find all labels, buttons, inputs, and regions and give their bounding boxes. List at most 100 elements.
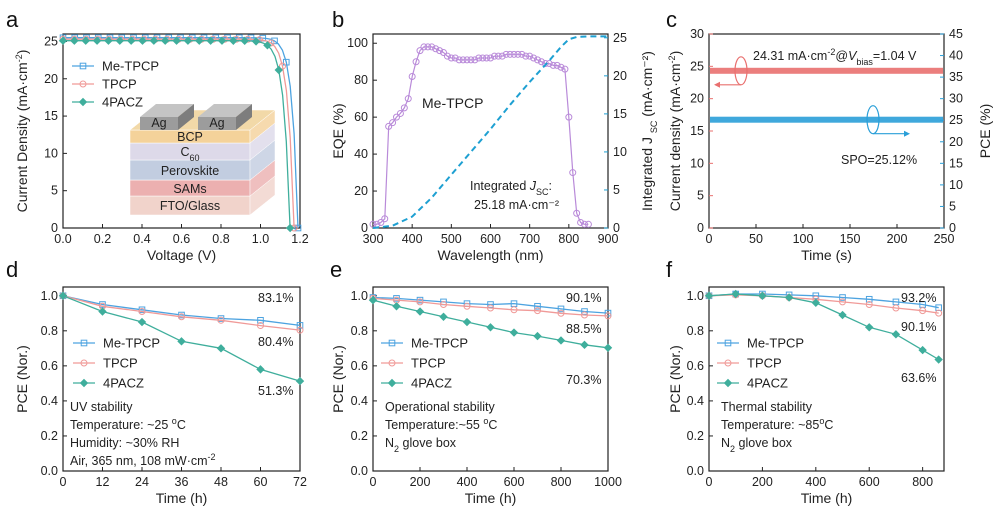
y-tick-label: 0.6 <box>351 359 368 373</box>
jv-series-0-point <box>282 58 290 66</box>
eqe-series-point <box>424 43 432 51</box>
y2-tick-label: 40 <box>949 49 963 63</box>
retention-label: 88.5% <box>566 322 601 336</box>
stability-series-2-point <box>603 343 613 353</box>
stability-series-2-point <box>177 337 186 346</box>
jv-series-2-point <box>263 41 272 50</box>
test-condition-note: Air, 365 nm, 108 mW·cm-2 <box>70 452 216 468</box>
x-tick-label: 150 <box>840 232 861 246</box>
x-tick-label: 800 <box>558 232 579 246</box>
stability-series-2-point <box>580 340 589 350</box>
test-condition-note: Humidity: ~30% RH <box>70 436 179 450</box>
y-tick-label: 20 <box>44 72 58 86</box>
legend-marker <box>80 359 88 367</box>
y-tick-label: 0.4 <box>41 394 58 408</box>
stability-series-2-point <box>556 336 566 345</box>
y-tick-label: 1.0 <box>687 289 704 303</box>
ag-electrode-top <box>198 104 252 117</box>
stability-series-2-point <box>918 345 927 355</box>
stability-series-0-point <box>557 305 565 313</box>
y-tick-label: 30 <box>690 27 704 41</box>
eqe-series-point <box>498 52 506 60</box>
jv-series-2-point <box>217 36 227 45</box>
eqe-series-point <box>459 56 467 64</box>
layer-label-fto: FTO/Glass <box>160 199 220 213</box>
stability-series-1-point <box>935 309 943 317</box>
stability-series-0-point <box>839 294 846 301</box>
eqe-series-point <box>537 58 545 66</box>
jsc-series-line <box>372 35 608 229</box>
eqe-series-point <box>404 95 412 103</box>
x-tick-label: 200 <box>887 232 908 246</box>
jv-series-2-point <box>126 36 136 45</box>
stability-series-0-point <box>812 292 820 300</box>
y-tick-label: 60 <box>354 110 368 124</box>
y-tick-label: 0 <box>361 221 368 235</box>
stability-series-2-point <box>533 331 542 341</box>
y-tick-label: 0.2 <box>351 429 368 443</box>
y-axis-label: PCE (Nor.) <box>330 345 346 413</box>
x-tick-label: 12 <box>96 475 110 489</box>
y2-tick-label: 0 <box>949 221 956 235</box>
retention-label: 90.1% <box>566 291 601 305</box>
test-condition-note: N2 glove box <box>721 436 793 454</box>
stability-series-0-point <box>487 301 494 308</box>
y-tick-label: 15 <box>44 109 58 123</box>
stability-series-2-point <box>784 293 794 302</box>
retention-label: 83.1% <box>258 291 293 305</box>
ag-electrode <box>140 117 178 130</box>
stability-series-0-line <box>708 293 939 309</box>
stability-series-2-point <box>256 365 265 374</box>
eqe-series-point <box>455 56 463 64</box>
jv-series-2-point <box>70 36 79 45</box>
stability-series-2-point <box>137 317 147 327</box>
retention-label: 51.3% <box>258 384 293 398</box>
stability-series-1-point <box>534 307 541 315</box>
y2-tick-label: 5 <box>613 183 620 197</box>
y2-tick-label: 35 <box>949 70 963 84</box>
y-tick-label: 40 <box>354 147 368 161</box>
spo-value-annotation: SPO=25.12% <box>841 153 917 167</box>
y-tick-label: 100 <box>347 36 368 50</box>
stability-series-0-point <box>534 302 541 310</box>
stability-series-2-point <box>838 310 847 320</box>
legend-label: TPCP <box>747 356 782 371</box>
x-tick-label: 400 <box>805 475 826 489</box>
x-tick-label: 48 <box>214 475 228 489</box>
y-tick-label: 5 <box>51 184 58 198</box>
eqe-series-point <box>479 54 487 62</box>
legend-label: Me-TPCP <box>102 59 159 74</box>
jv-series-2-point <box>285 223 295 233</box>
eqe-series-point <box>561 65 569 73</box>
eqe-series-point <box>581 220 588 228</box>
y-tick-label: 0.0 <box>351 464 368 478</box>
x-tick-label: 0.2 <box>94 232 111 246</box>
jv-series-2-point <box>138 36 147 45</box>
ag-electrode-side <box>236 104 252 130</box>
stability-series-2-point <box>392 302 401 311</box>
jv-series-2-point <box>160 36 170 45</box>
eqe-series-point <box>510 50 518 58</box>
stability-series-2-point <box>98 307 107 316</box>
y-tick-label: 0.6 <box>687 359 704 373</box>
eqe-series-point <box>400 104 408 112</box>
x-tick-label: 72 <box>293 475 307 489</box>
stability-series-2-point <box>731 289 740 299</box>
stability-series-1-point <box>178 313 185 321</box>
integrated-jsc-value: 25.18 mA·cm⁻² <box>474 198 559 212</box>
stability-series-1-point <box>257 322 264 330</box>
y2-tick-label: 45 <box>949 27 963 41</box>
stability-series-2-point <box>439 312 448 321</box>
y-tick-label: 1.0 <box>351 289 368 303</box>
eqe-series-point <box>569 169 577 177</box>
x-tick-label: 0.4 <box>133 232 150 246</box>
stability-series-1-point <box>557 309 565 317</box>
x-tick-label: 600 <box>859 475 880 489</box>
eqe-series-point <box>377 218 385 226</box>
x-tick-label: 200 <box>752 475 773 489</box>
x-axis-label: Time (h) <box>801 490 853 506</box>
stability-series-2-point <box>295 376 305 386</box>
y2-tick-label: 20 <box>949 135 963 149</box>
y-tick-label: 5 <box>697 189 704 203</box>
